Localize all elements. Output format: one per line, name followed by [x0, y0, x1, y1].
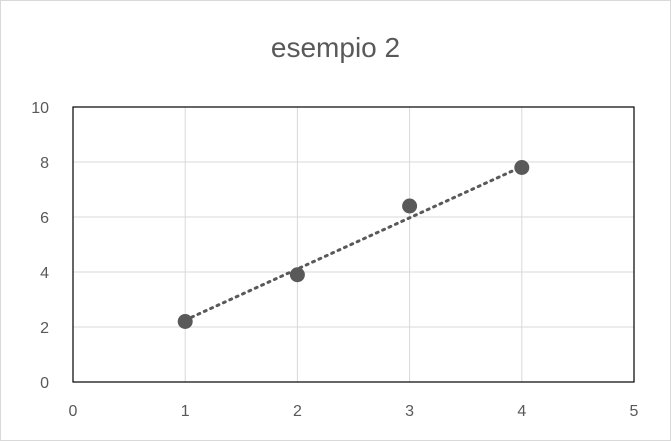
data-point — [177, 314, 193, 329]
x-tick-label: 3 — [405, 403, 414, 420]
chart-title: esempio 2 — [270, 32, 401, 63]
data-point — [514, 160, 530, 175]
trendline-layer — [183, 165, 524, 322]
x-tick-label: 2 — [293, 403, 302, 420]
data-point — [402, 198, 418, 214]
y-tick-label: 2 — [40, 320, 49, 337]
axis-layer — [72, 106, 635, 383]
x-tick-label: 0 — [69, 403, 78, 420]
y-tick-label: 0 — [40, 375, 49, 392]
x-tick-label: 1 — [181, 403, 190, 420]
plot-border — [72, 106, 635, 383]
x-tick-label: 5 — [630, 403, 639, 420]
y-tick-label: 6 — [40, 210, 49, 227]
y-tick-label: 10 — [31, 100, 49, 117]
data-point — [289, 267, 305, 283]
data-point-layer — [177, 160, 530, 329]
trendline — [183, 165, 524, 322]
x-tick-label: 4 — [517, 403, 526, 420]
y-tick-label: 8 — [40, 155, 49, 172]
y-tick-label: 4 — [40, 265, 49, 282]
tick-label-layer: 0 1 2 3 4 5 0 2 4 6 8 10 — [31, 100, 638, 420]
